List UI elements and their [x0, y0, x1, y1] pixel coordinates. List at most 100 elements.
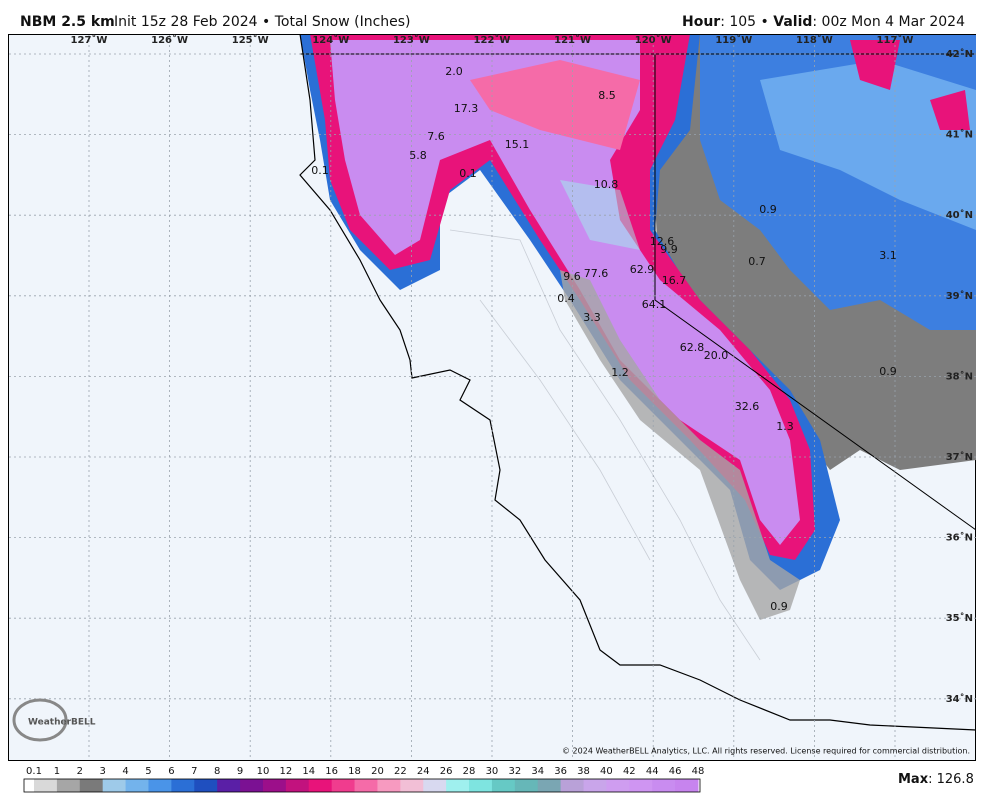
valid-label: Valid [773, 14, 812, 30]
color-swatch [423, 779, 447, 792]
max-label: Max [898, 772, 929, 787]
color-swatch [331, 779, 356, 792]
spot-value: 62.9 [630, 263, 655, 276]
legend-tick-label: 42 [623, 766, 636, 777]
legend-tick-label: 14 [302, 766, 315, 777]
color-swatch [79, 779, 104, 792]
valid-value: : 00z Mon 4 Mar 2024 [812, 14, 965, 30]
latitude-label: 36˚N [946, 532, 973, 544]
spot-value: 9.6 [563, 270, 581, 283]
logo-text: WeatherBELL [28, 718, 96, 728]
color-swatch [217, 779, 241, 792]
longitude-label: 126˚W [151, 34, 188, 46]
legend-tick-label: 38 [577, 766, 590, 777]
spot-value: 12.6 [650, 235, 675, 248]
longitude-label: 118˚W [796, 34, 833, 46]
hour-value: : 105 • [720, 14, 773, 30]
color-swatch [675, 779, 699, 792]
legend-tick-label: 30 [486, 766, 499, 777]
color-swatch [194, 779, 218, 792]
legend-tick-label: 12 [279, 766, 292, 777]
spot-value: 0.9 [879, 365, 897, 378]
legend-tick-label: 6 [168, 766, 174, 777]
logo: WeatherBELL [12, 698, 96, 742]
color-swatch [491, 779, 516, 792]
color-swatch [652, 779, 676, 792]
color-swatch [583, 779, 607, 792]
spot-value: 8.5 [598, 89, 616, 102]
color-swatch [514, 779, 539, 792]
color-swatch [34, 779, 58, 792]
legend-tick-label: 9 [237, 766, 243, 777]
spot-value: 62.8 [680, 341, 705, 354]
spot-value: 17.3 [454, 102, 479, 115]
legend-tick-label: 8 [214, 766, 220, 777]
latitude-label: 40˚N [946, 209, 973, 221]
legend: 0.1 1 2 3 4 5 6 7 8 9 10 12 14 16 18 20 22 24 26 28 30 32 34 36… [23, 766, 705, 793]
longitude-label: 127˚W [71, 34, 108, 46]
legend-tick-label: 3 [100, 766, 106, 777]
latitude-label: 34˚N [946, 693, 973, 705]
legend-tick-label: 5 [145, 766, 151, 777]
legend-tick-label: 26 [440, 766, 453, 777]
legend-tick-label: 36 [554, 766, 567, 777]
legend-tick-label: 20 [371, 766, 384, 777]
valid-time: Hour: 105 • Valid: 00z Mon 4 Mar 2024 [682, 14, 965, 30]
color-swatch [400, 779, 424, 792]
coordinate-labels: 127˚W 126˚W 125˚W 124˚W 123˚W 122˚W 121˚W 120˚W… [71, 34, 973, 705]
color-swatch [102, 779, 127, 792]
colorbar-start [24, 779, 34, 792]
copyright: © 2024 WeatherBELL Analytics, LLC. All r… [562, 747, 970, 756]
legend-tick-label: 46 [669, 766, 682, 777]
legend-tick-label: 34 [531, 766, 544, 777]
spot-value: 20.0 [704, 349, 729, 362]
subtitle: Init 15z 28 Feb 2024 • Total Snow (Inche… [114, 14, 411, 30]
hour-label: Hour [682, 14, 720, 30]
spot-value: 77.6 [584, 267, 609, 280]
longitude-label: 120˚W [635, 34, 672, 46]
legend-tick-label: 0.1 [26, 766, 42, 777]
max-value: : 126.8 [928, 772, 974, 787]
max: Max: 126.8 [898, 772, 974, 787]
spot-value: 10.8 [594, 178, 619, 191]
longitude-label: 119˚W [715, 34, 752, 46]
color-swatch [308, 779, 333, 792]
color-swatch [560, 779, 585, 792]
latitude-label: 35˚N [946, 612, 973, 624]
latitude-label: 39˚N [946, 290, 973, 302]
spot-value: 2.0 [445, 65, 463, 78]
latitude-label: 38˚N [946, 370, 973, 382]
legend-tick-label: 22 [394, 766, 407, 777]
legend-tick-label: 40 [600, 766, 613, 777]
spot-value: 0.9 [770, 600, 788, 613]
longitude-label: 117˚W [877, 34, 914, 46]
spot-value: 3.3 [583, 311, 601, 324]
legend-tick-label: 2 [77, 766, 83, 777]
legend-tick-label: 1 [54, 766, 60, 777]
color-swatch [262, 779, 287, 792]
spot-value: 0.1 [311, 164, 329, 177]
color-swatch [354, 779, 378, 792]
longitude-label: 124˚W [312, 34, 349, 46]
color-swatch [377, 779, 401, 792]
color-swatch [285, 779, 310, 792]
legend-tick-label: 32 [508, 766, 521, 777]
spot-value: 0.9 [759, 203, 777, 216]
latitude-label: 41˚N [946, 129, 973, 141]
spot-value: 0.1 [459, 167, 477, 180]
legend-tick-label: 16 [325, 766, 338, 777]
color-swatch [240, 779, 264, 792]
boundaries [299, 35, 976, 731]
longitude-label: 122˚W [474, 34, 511, 46]
color-swatch [56, 779, 81, 792]
legend-tick-label: 48 [692, 766, 705, 777]
longitude-label: 121˚W [554, 34, 591, 46]
color-swatch [446, 779, 470, 792]
title: NBM 2.5 km [20, 14, 115, 30]
spot-value: 5.8 [409, 149, 427, 162]
spot-value: 7.6 [427, 130, 445, 143]
latitude-label: 37˚N [946, 451, 973, 463]
color-swatch [629, 779, 653, 792]
color-swatch [537, 779, 562, 792]
